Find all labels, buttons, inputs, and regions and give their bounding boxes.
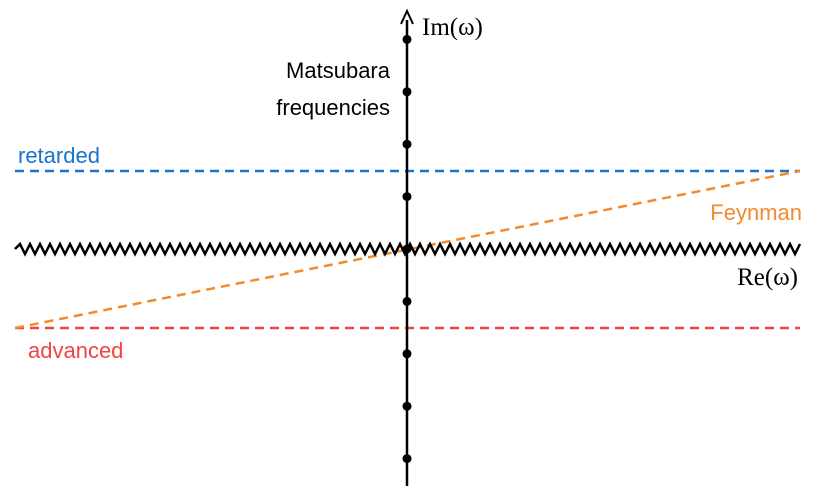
pole xyxy=(402,454,412,464)
feynman-contour xyxy=(14,169,801,330)
feynman-label: Feynman xyxy=(710,200,802,225)
matsubara-label: frequencies xyxy=(276,95,390,120)
re-axis-label: Re(ω) xyxy=(737,264,798,291)
pole xyxy=(402,244,412,254)
axis-arrow xyxy=(400,8,414,25)
retarded-label: retarded xyxy=(18,143,100,168)
pole xyxy=(402,192,412,202)
pole xyxy=(402,34,412,44)
advanced-label: advanced xyxy=(28,338,123,363)
pole xyxy=(402,349,412,359)
pole xyxy=(402,87,412,97)
matsubara-poles xyxy=(402,34,412,464)
pole xyxy=(402,401,412,411)
pole xyxy=(402,296,412,306)
matsubara-label: Matsubara xyxy=(286,58,391,83)
pole xyxy=(402,139,412,149)
im-axis-label: Im(ω) xyxy=(422,14,483,41)
